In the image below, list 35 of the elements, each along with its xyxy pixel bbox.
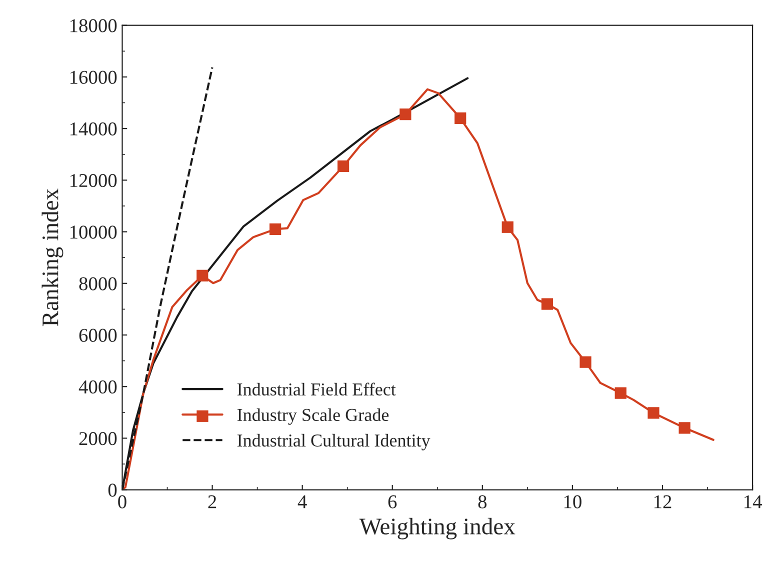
y-tick-label: 8000 (79, 277, 117, 290)
y-axis-title: Ranking index (42, 188, 64, 326)
x-tick-label: 14 (744, 495, 762, 508)
point (541, 298, 554, 310)
x-axis-title: Weighting index (359, 518, 516, 540)
point (270, 223, 282, 235)
legend-label: Industrial Cultural Identity (237, 434, 430, 450)
y-tick-label: 14000 (70, 122, 117, 136)
y-tick-label: 2000 (79, 432, 117, 446)
x-tick-label: 6 (388, 495, 397, 508)
x-tick-label: 4 (298, 495, 307, 508)
x-tick-label: 10 (564, 495, 582, 508)
point (502, 221, 514, 233)
legend-label: Industry Scale Grade (237, 408, 389, 425)
point (580, 356, 592, 368)
x-tick-label: 8 (478, 495, 487, 508)
y-tick-label: 12000 (70, 174, 117, 188)
point (400, 108, 412, 120)
legend-label: Industrial Field Effect (237, 382, 396, 396)
y-tick-label: 0 (108, 484, 117, 497)
y-tick-label: 18000 (70, 19, 117, 32)
y-tick-label: 6000 (79, 328, 117, 342)
x-tick-label: 2 (208, 495, 216, 508)
line-series (122, 88, 714, 490)
x-tick-label: 12 (654, 495, 672, 508)
point (678, 422, 690, 434)
point (648, 407, 660, 419)
y-tick-label: 16000 (70, 70, 117, 84)
point (337, 160, 350, 172)
point (196, 270, 208, 282)
x-tick-label: 0 (118, 495, 126, 508)
point (454, 112, 466, 124)
y-tick-label: 4000 (78, 380, 117, 394)
point (614, 387, 626, 399)
y-tick-label: 10000 (70, 226, 117, 239)
